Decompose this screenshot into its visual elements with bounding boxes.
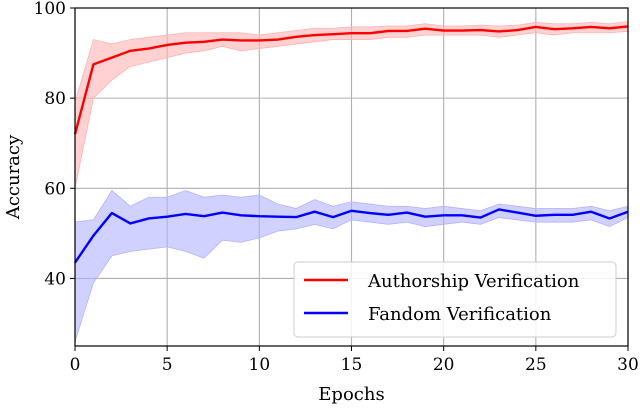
y-tick-label: 80 [44, 89, 66, 109]
y-tick-label: 40 [44, 269, 66, 289]
x-tick-label: 30 [617, 355, 639, 375]
y-axis-label: Accuracy [3, 134, 24, 220]
legend-label-authorship: Authorship Verification [367, 271, 580, 292]
legend-label-fandom: Fandom Verification [368, 304, 552, 325]
y-tick-label: 60 [44, 179, 66, 199]
x-axis-label: Epochs [318, 384, 384, 405]
x-tick-label: 10 [249, 355, 271, 375]
legend-box [293, 261, 617, 338]
axis-ticks: 0 5 10 15 20 25 30 40 60 80 100 [34, 0, 639, 375]
x-tick-label: 15 [341, 355, 363, 375]
x-tick-label: 25 [525, 355, 547, 375]
series-lines [73, 25, 629, 264]
x-tick-label: 0 [70, 355, 81, 375]
x-tick-label: 20 [433, 355, 455, 375]
legend: Authorship Verification Fandom Verificat… [293, 261, 617, 338]
x-tick-label: 5 [162, 355, 173, 375]
y-tick-label: 100 [34, 0, 66, 19]
